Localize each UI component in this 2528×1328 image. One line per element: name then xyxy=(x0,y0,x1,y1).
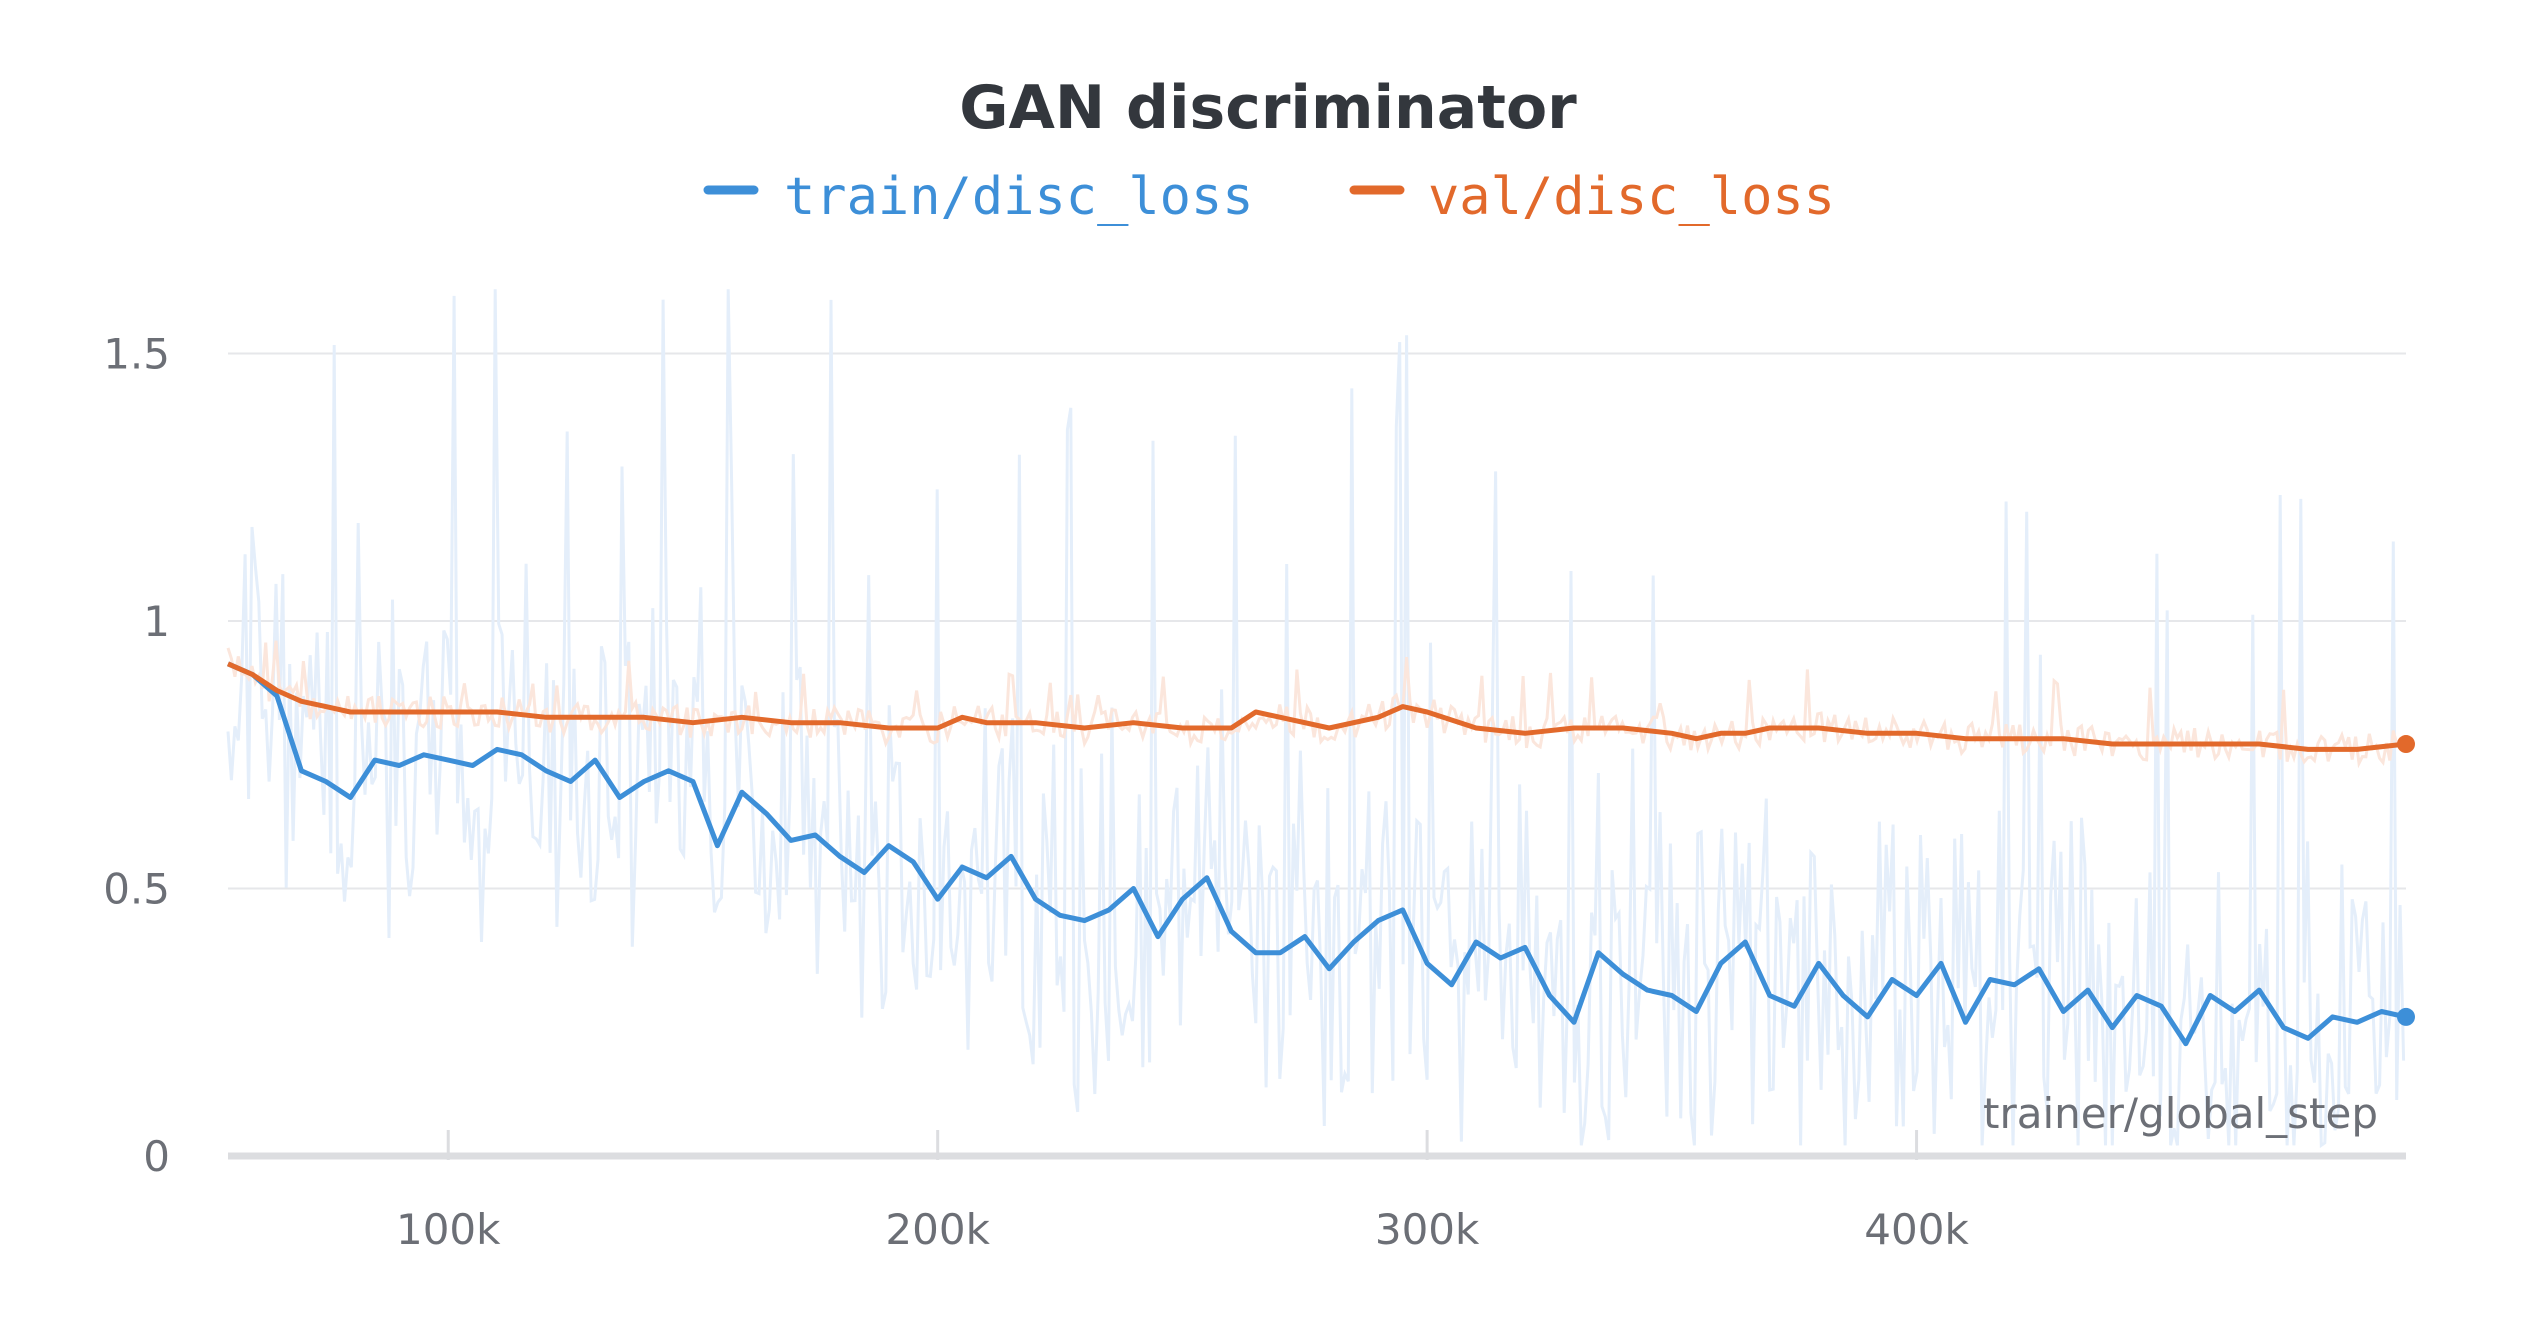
series-line-train xyxy=(226,661,2407,1047)
series-line-val xyxy=(226,661,2407,752)
y-tick-label: 1 xyxy=(143,597,170,646)
x-tick-label: 200k xyxy=(885,1205,990,1254)
x-tick-label: 400k xyxy=(1864,1205,1969,1254)
series-endpoint-val xyxy=(2397,735,2415,754)
axes: 0 0.5 1 1.5 100k 200k 300k 400k xyxy=(103,330,2406,1254)
y-tick-label: 0.5 xyxy=(103,865,170,914)
chart-title: GAN discriminator xyxy=(959,73,1577,143)
legend-label-train[interactable]: train/disc_loss xyxy=(784,167,1254,227)
train-raw-line xyxy=(226,289,2406,1149)
series-endpoint-train xyxy=(2397,1007,2415,1026)
legend: train/disc_loss val/disc_loss xyxy=(703,167,1835,227)
y-tick-label: 0 xyxy=(143,1132,170,1181)
legend-label-val[interactable]: val/disc_loss xyxy=(1428,167,1835,227)
x-axis-title: trainer/global_step xyxy=(1983,1089,2378,1138)
x-tick-label: 100k xyxy=(396,1205,501,1254)
y-tick-label: 1.5 xyxy=(103,330,170,379)
x-tick-label: 300k xyxy=(1375,1205,1480,1254)
series-layer xyxy=(226,661,2415,1047)
